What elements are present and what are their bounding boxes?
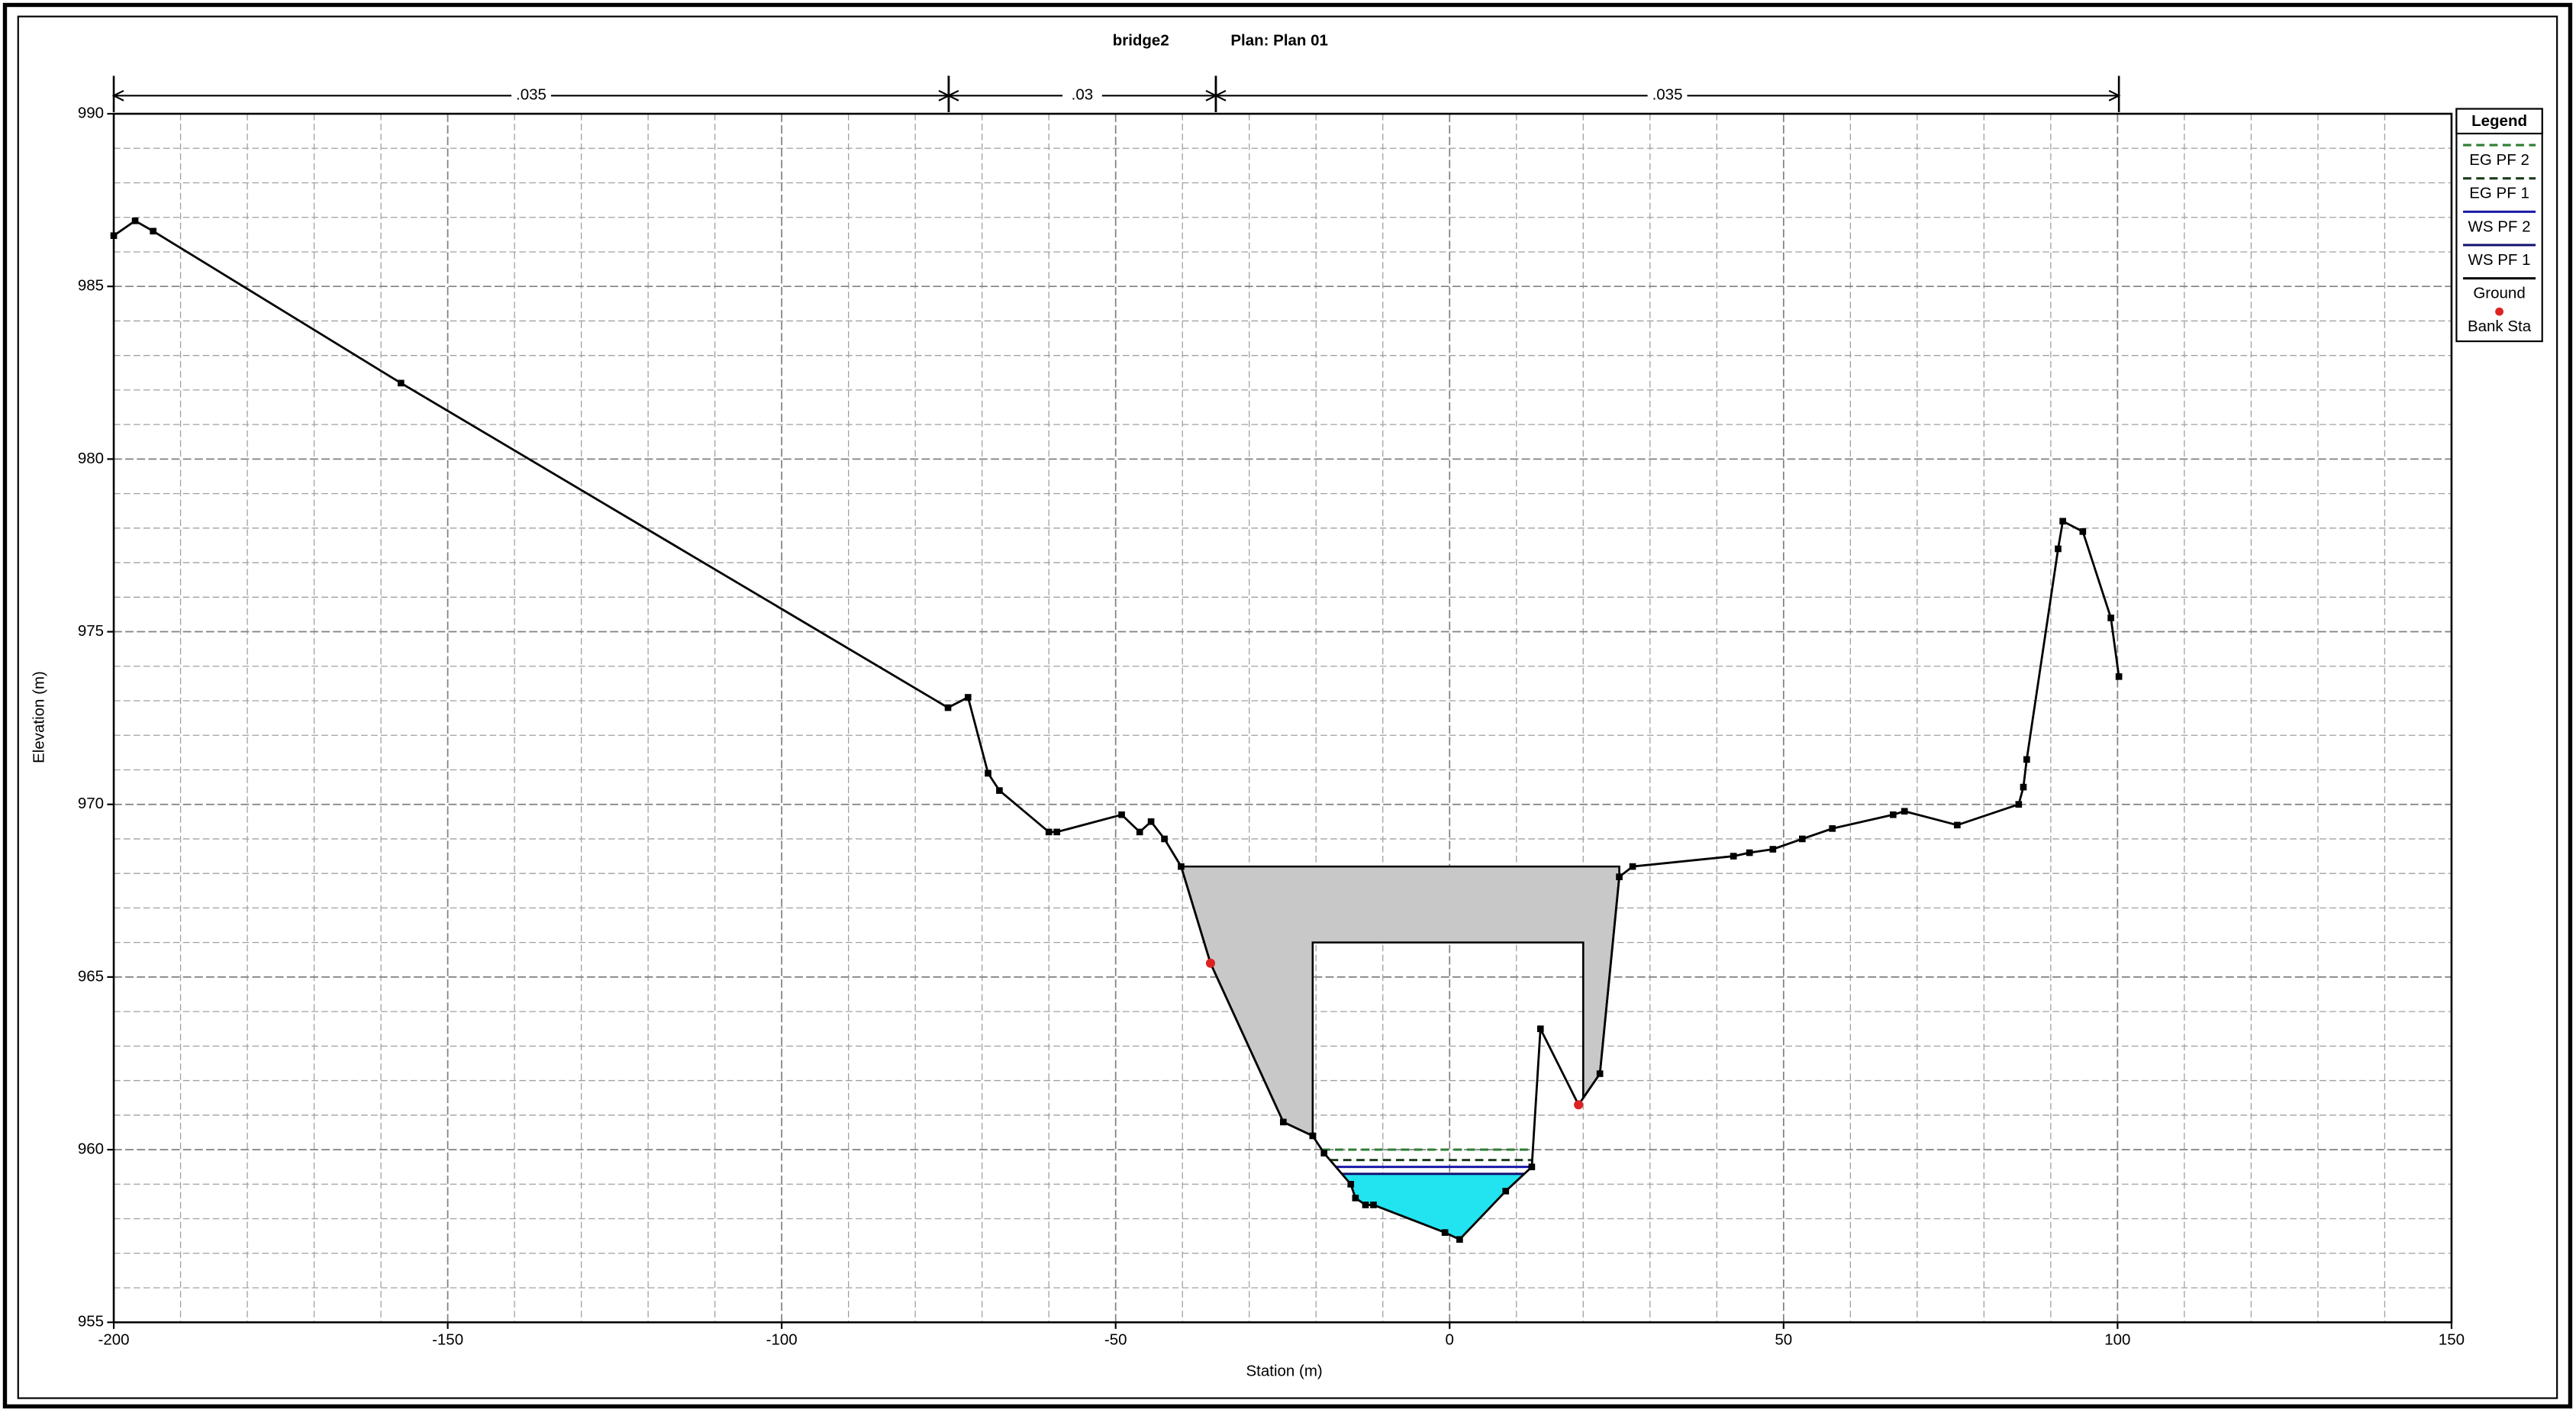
ground-point [1178, 863, 1185, 870]
plan-title: Plan: Plan 01 [1230, 31, 1328, 49]
y-tick-label: 960 [78, 1140, 104, 1157]
ground-point [1954, 821, 1961, 829]
ground-point [1769, 846, 1777, 853]
ground-point [1536, 1025, 1544, 1033]
ground-point [398, 379, 405, 387]
ground-point [1362, 1202, 1369, 1208]
legend-box [2455, 108, 2543, 343]
ground-point [1280, 1118, 1287, 1126]
ground-point [1053, 828, 1061, 836]
ground-point [1045, 828, 1053, 836]
ground-point [964, 694, 972, 701]
ground-point [1456, 1236, 1463, 1243]
ground-point [1528, 1163, 1536, 1170]
x-axis-label: Station (m) [1246, 1362, 1323, 1379]
ground-point [2023, 756, 2030, 763]
mannings-n-label: .035 [1652, 86, 1683, 104]
y-tick-label: 970 [78, 795, 104, 812]
mannings-n-label: .035 [516, 86, 546, 104]
ground-point [1320, 1150, 1328, 1157]
mannings-n-label-bg [511, 85, 551, 106]
ground-point [1901, 808, 1908, 815]
mannings-n-label-bg [1062, 85, 1102, 106]
x-tick-label: 0 [1446, 1331, 1454, 1348]
y-tick-label: 955 [78, 1313, 104, 1331]
legend-label: WS PF 2 [2468, 218, 2531, 235]
legend-label: WS PF 1 [2468, 251, 2531, 269]
ground-point [110, 232, 118, 240]
ground-point [1347, 1180, 1355, 1188]
plot-area [112, 112, 2453, 1324]
ground-point [1616, 873, 1623, 881]
x-tick-label: -150 [432, 1331, 463, 1348]
mannings-n-arrow [1214, 89, 2121, 102]
ground-line [113, 219, 2120, 1241]
mannings-n-label: .03 [1072, 86, 1094, 104]
ground-point [1829, 825, 1836, 832]
y-tick-label: 975 [78, 622, 104, 640]
bank-station [1205, 958, 1216, 968]
ground-point [1596, 1070, 1604, 1077]
ground-point [1798, 835, 1806, 843]
x-tick-label: -200 [98, 1331, 130, 1348]
ground-point [996, 787, 1003, 794]
legend-label: EG PF 1 [2469, 185, 2529, 202]
y-tick-label: 985 [78, 277, 104, 295]
legend-label: Bank Sta [2468, 318, 2532, 335]
y-tick-label: 965 [78, 967, 104, 985]
legend: Legend EG PF 2 EG PF 1 WS PF 2 WS PF 1 Groun… [2455, 108, 2543, 343]
y-tick-label: 990 [78, 104, 104, 121]
ground-point [1370, 1202, 1377, 1208]
ground-point [1118, 811, 1125, 818]
legend-label: EG PF 2 [2469, 151, 2529, 169]
ground-point [2059, 518, 2066, 525]
legend-swatch [2495, 307, 2503, 316]
x-tick-label: -50 [1104, 1331, 1127, 1348]
inner-frame [17, 15, 2558, 1399]
ground-point [1746, 849, 1753, 857]
ground-point [1147, 818, 1155, 825]
ground-point [1730, 853, 1737, 860]
y-tick-label: 980 [78, 450, 104, 467]
ground-point [2107, 615, 2114, 621]
ground-point [150, 227, 156, 235]
ground-point [2055, 545, 2062, 553]
ground-point [1136, 828, 1143, 836]
ground-point [1890, 811, 1897, 818]
x-tick-label: 50 [1775, 1331, 1792, 1348]
ground-point [1309, 1132, 1317, 1140]
bank-station [1574, 1100, 1584, 1110]
water-fill [1342, 1173, 1525, 1240]
legend-label: Ground [2473, 285, 2525, 302]
ground-point [1441, 1229, 1449, 1236]
x-tick-label: 100 [2104, 1331, 2130, 1348]
ground-point [1352, 1195, 1359, 1202]
mannings-n-label-bg [1647, 85, 1688, 106]
ground-point [1502, 1188, 1510, 1195]
y-axis-label: Elevation (m) [30, 671, 47, 763]
ground-point [2079, 528, 2087, 535]
ground-point [1629, 863, 1636, 870]
ground-point [2115, 673, 2123, 680]
ground-point [1161, 835, 1168, 843]
chart-title: bridge2 [1113, 31, 1169, 49]
x-tick-label: 150 [2439, 1331, 2465, 1348]
ground-point [2020, 783, 2027, 791]
ground-point [2015, 801, 2023, 808]
ground-point [985, 769, 991, 777]
legend-title: Legend [2471, 112, 2527, 130]
x-tick-label: -100 [766, 1331, 798, 1348]
ground-point [131, 217, 139, 224]
ground-point [944, 704, 952, 711]
legend-header [2455, 108, 2543, 135]
